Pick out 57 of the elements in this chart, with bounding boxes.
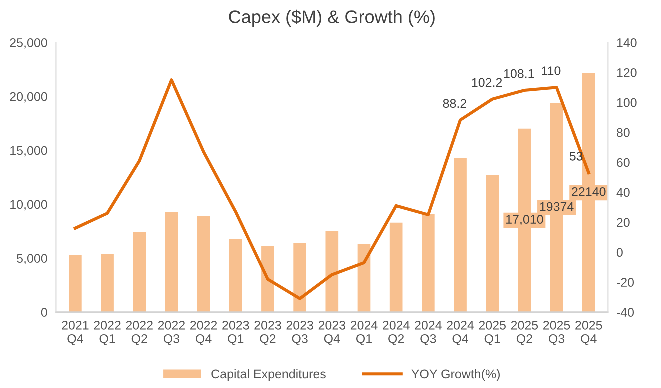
legend-label: Capital Expenditures <box>212 369 326 382</box>
x-tick-label: 2024 Q3 <box>415 321 442 346</box>
bar <box>358 244 371 312</box>
bar <box>133 232 146 312</box>
data-label: 19374 <box>540 202 574 212</box>
x-tick-label: 2023 Q3 <box>286 321 314 346</box>
y2-tick-label: 140 <box>617 38 637 48</box>
x-tick-label: 2025 Q3 <box>544 321 570 346</box>
y2-tick-label: 40 <box>616 188 630 198</box>
x-tick-label: 2023 Q1 <box>222 321 250 346</box>
x-tick-label: 2025 Q2 <box>511 321 538 346</box>
bar <box>262 246 274 312</box>
bar <box>197 216 210 312</box>
y-tick-label: 10,000 <box>10 200 48 211</box>
chart-title: Capex ($M) & Growth (%) <box>229 10 435 27</box>
x-tick-label: 2022 Q3 <box>158 321 185 346</box>
x-tick-label: 2022 Q2 <box>126 321 153 346</box>
legend-label: YOY Growth(%) <box>412 369 500 382</box>
bar <box>486 175 500 312</box>
y-tick-label: 0 <box>41 308 48 317</box>
x-tick-label: 2022 Q4 <box>190 321 218 346</box>
x-tick-label: 2021 Q4 <box>62 321 89 346</box>
bar <box>165 212 178 312</box>
y2-tick-label: -20 <box>617 278 634 288</box>
bar <box>390 222 403 312</box>
x-tick-label: 2025 Q4 <box>576 321 602 346</box>
y2-tick-label: 20 <box>617 218 630 228</box>
data-label: 17,010 <box>506 215 544 226</box>
bar <box>326 231 339 312</box>
bar <box>422 214 435 312</box>
y2-tick-label: 120 <box>617 68 637 78</box>
x-tick-label: 2022 Q1 <box>94 321 121 346</box>
x-tick-label: 2023 Q2 <box>254 321 282 346</box>
bar <box>101 254 114 312</box>
x-tick-label: 2025 Q1 <box>479 321 506 346</box>
data-label: 110 <box>542 66 561 76</box>
y2-tick-label: 60 <box>617 158 630 168</box>
y-tick-label: 15,000 <box>10 146 48 157</box>
x-tick-label: 2024 Q2 <box>383 321 410 346</box>
y2-tick-label: 80 <box>616 128 630 138</box>
x-tick-label: 2023 Q4 <box>318 321 346 346</box>
data-label: 88.2 <box>443 99 466 108</box>
y-tick-label: 20,000 <box>10 92 48 103</box>
x-tick-label: 2024 Q1 <box>350 321 378 346</box>
data-label: 102.2 <box>472 78 502 88</box>
y-tick-label: 5,000 <box>17 254 48 265</box>
bar <box>294 243 306 312</box>
data-label: 22140 <box>572 187 606 196</box>
y2-tick-label: 0 <box>616 248 623 258</box>
y-tick-label: 25,000 <box>10 38 48 49</box>
y2-tick-label: -40 <box>617 308 634 317</box>
data-label: 108.1 <box>504 69 534 78</box>
y2-tick-label: 100 <box>617 98 637 108</box>
bar <box>454 158 467 312</box>
bar <box>69 255 82 312</box>
bar <box>229 238 242 312</box>
x-tick-label: 2024 Q4 <box>447 321 474 346</box>
